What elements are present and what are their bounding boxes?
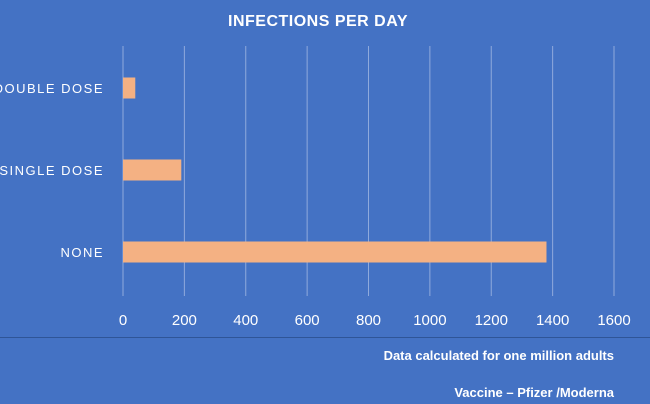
category-label: SINGLE DOSE [0,163,104,178]
x-tick-label: 800 [356,312,381,329]
chart-title: INFECTIONS PER DAY [228,13,408,30]
x-tick-label: 1400 [536,312,569,329]
x-tick-label: 1600 [597,312,630,329]
bars [123,77,547,263]
x-tick-label: 600 [295,312,320,329]
bar-single-dose [123,159,182,181]
bar-double-dose [123,77,136,99]
x-tick-label: 200 [172,312,197,329]
category-labels: DOUBLE DOSE SINGLE DOSE NONE [0,81,104,260]
x-tick-label: 1200 [475,312,508,329]
footer-divider [0,337,650,338]
x-tick-label: 1000 [413,312,446,329]
grid-lines [122,46,615,296]
data-note: Data calculated for one million adults [383,348,614,363]
vaccine-note: Vaccine – Pfizer /Moderna [454,385,614,400]
x-tick-label: 0 [119,312,127,329]
bar-none [123,241,547,263]
bar-chart: INFECTIONS PER DAY DOUBLE DOSE SINGLE DOS… [0,13,631,329]
category-label: DOUBLE DOSE [0,81,104,96]
x-tick-label: 400 [233,312,258,329]
x-tick-labels: 0 200 400 600 800 1000 1200 1400 1600 [119,312,631,329]
category-label: NONE [60,245,104,260]
